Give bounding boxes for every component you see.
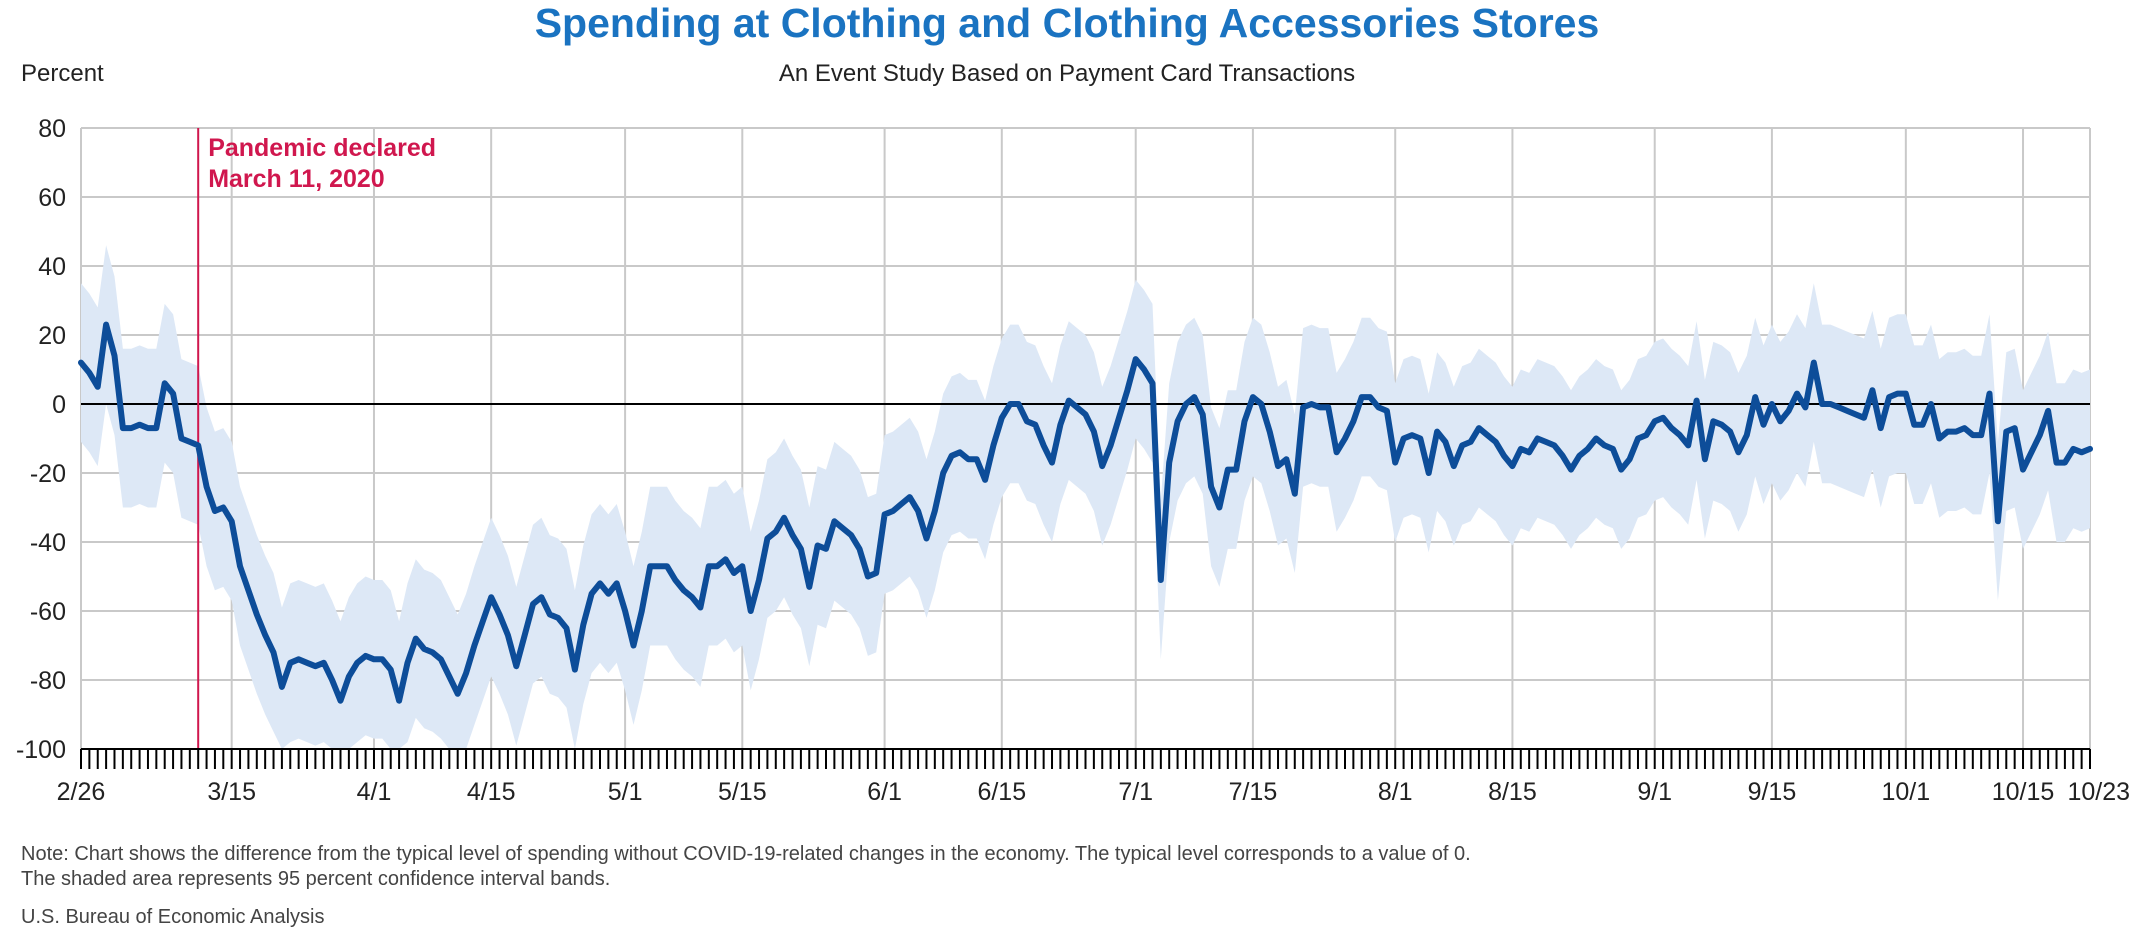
y-tick-label: -100 <box>16 736 66 764</box>
annotation-layer: Pandemic declared March 11, 2020 <box>197 128 436 749</box>
x-tick-label: 7/15 <box>1229 778 1278 806</box>
x-tick-label: 4/15 <box>467 778 516 806</box>
x-tick-label: 9/1 <box>1637 778 1672 806</box>
source-credit: U.S. Bureau of Economic Analysis <box>21 906 325 928</box>
x-tick-label: 6/15 <box>977 778 1026 806</box>
x-tick-label: 7/1 <box>1118 778 1153 806</box>
x-tick-label: 5/15 <box>718 778 767 806</box>
series-line-layer <box>78 321 2093 704</box>
footnote-line-2: The shaded area represents 95 percent co… <box>21 868 611 890</box>
x-tick-label: 8/1 <box>1378 778 1413 806</box>
annotation-label-line2: March 11, 2020 <box>208 165 385 193</box>
x-tick-label: 9/15 <box>1748 778 1797 806</box>
x-tick-label: 2/26 <box>57 778 106 806</box>
x-tick-label: 8/15 <box>1488 778 1537 806</box>
x-tick-label: 3/15 <box>207 778 256 806</box>
annotation-label-line1: Pandemic declared <box>208 134 436 162</box>
chart-title: Spending at Clothing and Clothing Access… <box>534 0 1600 46</box>
series-line <box>78 321 2093 704</box>
x-tick-label: 10/23 <box>2067 778 2130 806</box>
footnote-line-1: Note: Chart shows the difference from th… <box>21 843 1471 865</box>
y-tick-label: -20 <box>30 460 66 488</box>
y-tick-label: -60 <box>30 598 66 626</box>
x-tick-label: 4/1 <box>357 778 392 806</box>
y-tick-label: 20 <box>38 322 66 350</box>
y-tick-label: 60 <box>38 184 66 212</box>
axes-layer: -100 -80 -60 -40 -20 0 20 40 60 80 2/26 3/15 4/1 4/15… <box>16 115 2130 806</box>
y-tick-label: 0 <box>52 391 66 419</box>
x-tick-label: 10/15 <box>1992 778 2055 806</box>
x-tick-label: 6/1 <box>867 778 902 806</box>
x-tick-label: 5/1 <box>608 778 643 806</box>
chart-subtitle: An Event Study Based on Payment Card Tra… <box>778 60 1356 87</box>
y-tick-label: 40 <box>38 253 66 281</box>
y-tick-label: -40 <box>30 529 66 557</box>
confidence-band <box>81 245 2090 750</box>
confidence-band-layer <box>81 245 2090 750</box>
y-axis-unit-label: Percent <box>21 60 104 87</box>
x-tick-label: 10/1 <box>1882 778 1931 806</box>
y-tick-label: -80 <box>30 667 66 695</box>
y-tick-label: 80 <box>38 115 66 143</box>
